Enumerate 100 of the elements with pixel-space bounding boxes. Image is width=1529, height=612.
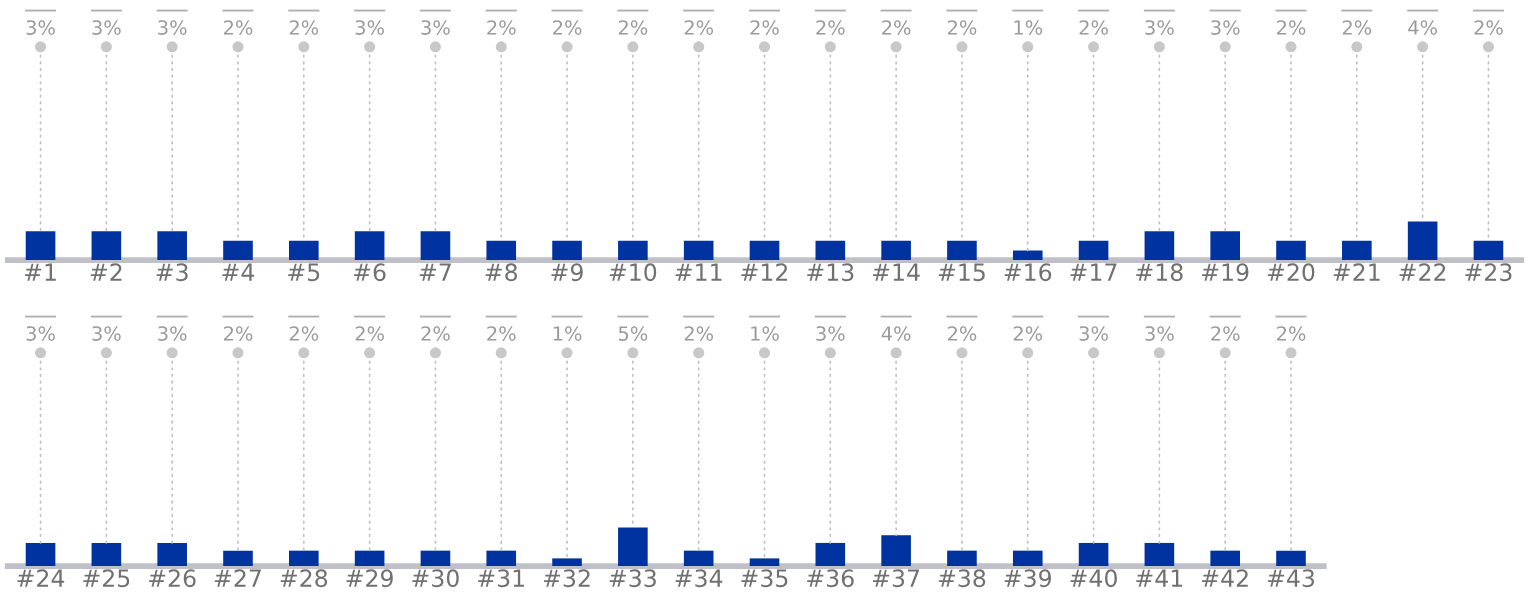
x-tick-label: #40 (1070, 569, 1117, 588)
x-tick-label: #10 (609, 263, 657, 282)
data-label: 2% (1277, 20, 1306, 35)
x-tick-label: #20 (1267, 263, 1315, 282)
bar (1144, 542, 1175, 567)
data-label: 1% (1014, 20, 1043, 35)
bar (486, 240, 517, 261)
bar (1342, 240, 1372, 261)
bar (749, 240, 780, 261)
x-tick-label: #42 (1202, 569, 1248, 587)
data-label: 3% (158, 326, 187, 341)
x-tick-label: #41 (1136, 569, 1183, 587)
x-tick-label: #22 (1399, 263, 1446, 281)
x-tick-label: #29 (346, 569, 393, 588)
data-label: 2% (618, 20, 648, 35)
x-tick-label: #24 (17, 569, 65, 587)
data-label: 2% (1079, 20, 1108, 35)
bar (157, 542, 187, 567)
bar (683, 550, 714, 567)
data-label: 2% (947, 20, 977, 35)
data-label: 2% (1013, 326, 1043, 341)
data-label: 3% (92, 20, 121, 35)
data-label: 2% (1211, 326, 1240, 341)
x-tick-label: #27 (214, 569, 261, 587)
data-label: 2% (882, 20, 911, 35)
data-label: 3% (1211, 20, 1240, 35)
bar (815, 542, 846, 567)
data-label: 2% (223, 326, 253, 341)
x-tick-label: #9 (551, 263, 583, 282)
x-tick-label: #13 (807, 263, 854, 282)
x-tick-label: #4 (222, 263, 255, 281)
x-tick-label: #18 (1136, 263, 1183, 282)
x-tick-label: #28 (280, 569, 328, 588)
data-label: 1% (751, 326, 779, 341)
data-label: 5% (618, 326, 648, 341)
data-label: 2% (684, 326, 714, 341)
x-tick-label: #17 (1070, 263, 1117, 281)
bar (25, 231, 56, 261)
data-label: 2% (947, 326, 977, 341)
bar (1078, 542, 1109, 567)
x-tick-label: #23 (1465, 263, 1512, 282)
bar (552, 240, 582, 261)
bar (486, 550, 517, 567)
x-tick-label: #16 (1004, 263, 1052, 282)
x-tick-label: #34 (675, 569, 723, 588)
bar (1407, 221, 1438, 261)
x-tick-label: #15 (938, 263, 985, 282)
bar (223, 240, 253, 261)
x-tick-label: #37 (873, 569, 920, 588)
data-label: 2% (816, 20, 845, 35)
data-label: 2% (355, 326, 384, 341)
data-label: 2% (553, 20, 582, 35)
bar (354, 231, 385, 261)
data-label: 3% (816, 326, 845, 341)
x-tick-label: #7 (419, 263, 451, 281)
bar (25, 542, 56, 567)
x-tick-label: #14 (873, 263, 920, 281)
bar (1210, 550, 1240, 567)
data-label: 2% (1277, 326, 1306, 341)
x-tick-label: #1 (24, 263, 56, 281)
data-label: 4% (1408, 20, 1437, 35)
data-label: 2% (289, 20, 319, 35)
data-label: 3% (421, 20, 450, 35)
bar (947, 550, 977, 567)
data-label: 2% (684, 20, 714, 35)
x-tick-label: #12 (741, 263, 788, 281)
bar (91, 231, 122, 261)
bar (1012, 250, 1043, 261)
data-label: 3% (158, 20, 187, 35)
x-tick-label: #25 (83, 569, 130, 588)
bar (552, 558, 582, 567)
data-label: 2% (1474, 20, 1503, 35)
bar (1012, 550, 1043, 567)
x-tick-label: #5 (288, 263, 320, 282)
x-tick-label: #21 (1333, 263, 1380, 281)
data-label: 4% (881, 326, 911, 341)
x-tick-label: #6 (354, 263, 386, 282)
bar (1210, 231, 1240, 261)
bar (881, 240, 911, 261)
x-tick-label: #26 (149, 569, 196, 588)
data-label: 2% (421, 326, 450, 341)
x-tick-label: #31 (478, 569, 524, 588)
bar (947, 240, 977, 261)
data-label: 2% (487, 326, 516, 341)
data-label: 3% (26, 326, 55, 341)
data-label: 2% (223, 20, 253, 35)
x-tick-label: #35 (741, 569, 788, 588)
data-label: 2% (750, 20, 779, 35)
x-tick-label: #32 (543, 569, 590, 588)
data-label: 3% (92, 326, 121, 341)
x-tick-label: #8 (485, 263, 518, 282)
data-label: 3% (1079, 326, 1108, 341)
x-tick-label: #19 (1202, 263, 1249, 282)
data-label: 3% (355, 20, 384, 35)
bar (1078, 240, 1109, 261)
bar (157, 231, 187, 261)
bar (1276, 240, 1306, 261)
x-tick-label: #38 (938, 569, 986, 588)
bar (1144, 231, 1175, 261)
data-label: 2% (289, 326, 319, 341)
